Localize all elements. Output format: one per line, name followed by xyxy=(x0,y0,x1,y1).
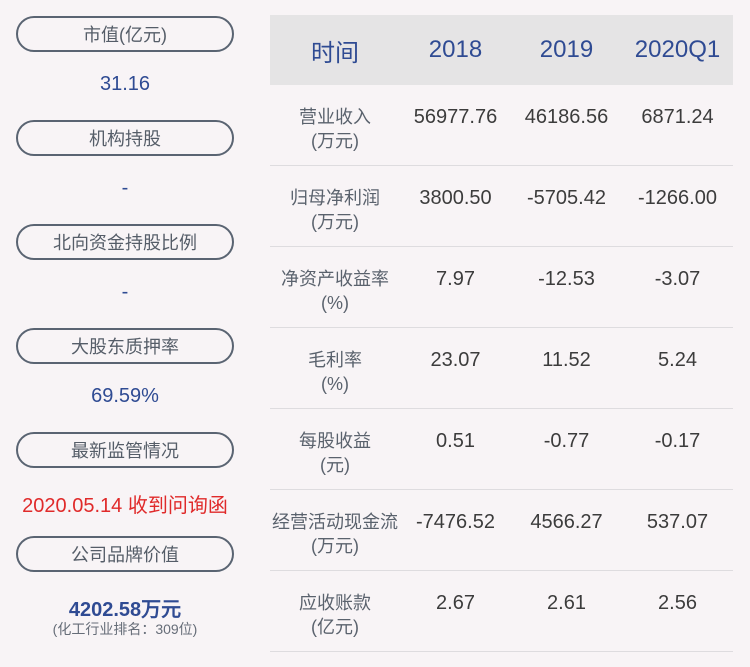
table-row: 净资产收益率 (%) 7.97 -12.53 -3.07 xyxy=(270,247,733,328)
table-header: 时间 2018 2019 2020Q1 xyxy=(270,15,733,85)
cell-value: -3.07 xyxy=(654,268,701,290)
table-row: 每股收益 (元) 0.51 -0.77 -0.17 xyxy=(270,409,733,490)
row-label: 经营活动现金流 (万元) xyxy=(270,510,400,558)
cell-value: 56977.76 xyxy=(413,106,498,128)
label-institutional-holding: 机构持股 xyxy=(16,120,234,156)
cell-value: -5705.42 xyxy=(527,187,606,209)
value-northbound-ratio: - xyxy=(121,281,129,303)
row-label: 归母净利润 (万元) xyxy=(270,186,400,234)
cell-value: 537.07 xyxy=(646,511,709,533)
metric-unit: (%) xyxy=(321,293,349,313)
cell-value: 23.07 xyxy=(430,349,481,371)
cell-value: 2.61 xyxy=(547,592,586,614)
header-2019: 2019 xyxy=(539,36,594,63)
header-2020q1: 2020Q1 xyxy=(634,36,721,63)
cell-value: 7.97 xyxy=(436,268,475,290)
label-pledge-ratio: 大股东质押率 xyxy=(16,328,234,364)
cell-value: 2.56 xyxy=(658,592,697,614)
value-institutional-holding: - xyxy=(121,177,129,199)
metric-unit: (万元) xyxy=(311,131,359,151)
table-row: 归母净利润 (万元) 3800.50 -5705.42 -1266.00 xyxy=(270,166,733,247)
metric-unit: (元) xyxy=(320,455,350,475)
cell-value: 3800.50 xyxy=(419,187,492,209)
cell-value: 11.52 xyxy=(542,349,591,371)
cell-value: -12.53 xyxy=(538,268,595,290)
financials-table: 时间 2018 2019 2020Q1 营业收入 (万元) 56977.76 46… xyxy=(270,15,733,652)
cell-value: -7476.52 xyxy=(416,511,495,533)
metric-name: 净资产收益率 xyxy=(281,269,389,289)
header-time: 时间 xyxy=(311,39,359,67)
value-pledge-ratio: 69.59% xyxy=(91,385,159,407)
row-label: 每股收益 (元) xyxy=(270,429,400,477)
cell-value: 4566.27 xyxy=(530,511,603,533)
table-row: 应收账款 (亿元) 2.67 2.61 2.56 xyxy=(270,571,733,652)
metric-unit: (亿元) xyxy=(311,617,359,637)
metric-name: 归母净利润 xyxy=(290,188,380,208)
header-2018: 2018 xyxy=(428,36,483,63)
value-brand-value: 4202.58万元 xyxy=(68,599,182,621)
label-market-cap: 市值(亿元) xyxy=(16,16,234,52)
cell-value: 6871.24 xyxy=(641,106,714,128)
metric-name: 应收账款 xyxy=(299,593,371,613)
cell-value: 2.67 xyxy=(436,592,475,614)
metric-unit: (万元) xyxy=(311,536,359,556)
metric-unit: (%) xyxy=(321,374,349,394)
metric-name: 每股收益 xyxy=(299,431,371,451)
table-row: 营业收入 (万元) 56977.76 46186.56 6871.24 xyxy=(270,85,733,166)
table-row: 经营活动现金流 (万元) -7476.52 4566.27 537.07 xyxy=(270,490,733,571)
metric-unit: (万元) xyxy=(311,212,359,232)
cell-value: 0.51 xyxy=(436,430,475,452)
label-northbound-ratio: 北向资金持股比例 xyxy=(16,224,234,260)
metric-name: 毛利率 xyxy=(308,350,362,370)
cell-value: -0.17 xyxy=(654,430,701,452)
row-label: 应收账款 (亿元) xyxy=(270,591,400,639)
brand-rank-note: (化工行业排名：309位) xyxy=(52,621,198,637)
value-market-cap: 31.16 xyxy=(99,73,151,95)
table-row: 毛利率 (%) 23.07 11.52 5.24 xyxy=(270,328,733,409)
metric-name: 经营活动现金流 xyxy=(272,512,398,532)
label-regulatory-status: 最新监管情况 xyxy=(16,432,234,468)
row-label: 营业收入 (万元) xyxy=(270,105,400,153)
cell-value: -1266.00 xyxy=(638,187,717,209)
row-label: 毛利率 (%) xyxy=(270,348,400,396)
cell-value: -0.77 xyxy=(543,430,590,452)
row-label: 净资产收益率 (%) xyxy=(270,267,400,315)
value-regulatory-status: 2020.05.14 收到问询函 xyxy=(22,495,228,517)
metric-name: 营业收入 xyxy=(299,107,371,127)
label-brand-value: 公司品牌价值 xyxy=(16,536,234,572)
cell-value: 46186.56 xyxy=(524,106,609,128)
cell-value: 5.24 xyxy=(658,349,697,371)
